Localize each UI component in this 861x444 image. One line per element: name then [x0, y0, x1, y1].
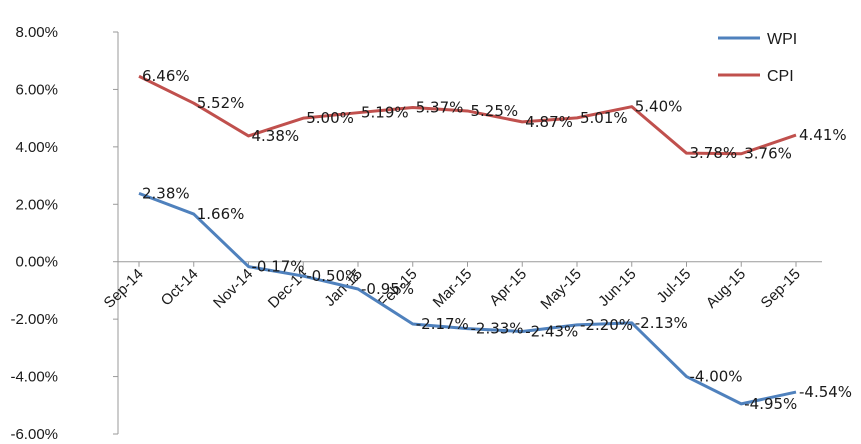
data-label-cpi: 6.46% [142, 67, 190, 85]
series-line-wpi [138, 191, 797, 406]
x-tick-label: Nov-14 [210, 266, 256, 312]
x-tick-label: Sep-14 [101, 266, 147, 312]
series-line-cpi [138, 74, 797, 156]
y-tick-label: 8.00% [15, 24, 58, 41]
y-axis: 8.00% 6.00% 4.00% 2.00% 0.00% -2.00% -4.00% -6.… [10, 24, 119, 443]
data-label-wpi: 1.66% [197, 205, 245, 223]
data-label-cpi: 5.01% [580, 109, 628, 127]
data-label-cpi: 5.25% [471, 102, 519, 120]
data-label-wpi: -4.00% [690, 368, 743, 386]
legend-label-wpi: WPI [767, 31, 797, 48]
data-label-wpi: -4.95% [744, 395, 797, 413]
data-label-wpi: -0.95% [361, 280, 414, 298]
data-label-cpi: 5.40% [635, 98, 683, 116]
data-labels: 2.38% 1.66% -0.17%-0.50%-0.95%-2.17% -2.33%… [142, 67, 852, 413]
x-axis: Sep-14 Oct-14 Nov-14 Dec-14 Jan-15 Feb-15 Mar-… [101, 261, 822, 313]
data-label-cpi: 5.37% [416, 99, 464, 117]
x-tick-label: Sep-15 [758, 266, 804, 312]
data-label-wpi: -2.20% [580, 316, 633, 334]
data-label-wpi: -2.13% [635, 314, 688, 332]
x-tick-label: Mar-15 [430, 266, 476, 312]
x-tick-label: Oct-14 [158, 266, 202, 310]
y-tick-label: -6.00% [10, 426, 58, 443]
data-label-cpi: 5.19% [361, 104, 409, 122]
y-tick-label: 6.00% [15, 81, 58, 98]
data-label-cpi: 4.87% [525, 113, 573, 131]
series-lines [138, 74, 797, 406]
data-label-wpi: -4.54% [799, 383, 852, 401]
data-label-wpi: -2.17% [416, 315, 469, 333]
y-tick-label: 2.00% [15, 196, 58, 213]
data-label-cpi: 3.76% [744, 145, 792, 163]
x-tick-label: Aug-15 [703, 266, 749, 312]
x-tick-label: Apr-15 [486, 266, 530, 310]
legend: WPI CPI [718, 31, 797, 85]
data-label-cpi: 4.38% [252, 127, 300, 145]
y-tick-label: 4.00% [15, 139, 58, 156]
data-label-wpi: 2.38% [142, 184, 190, 202]
legend-label-cpi: CPI [767, 68, 794, 85]
data-label-cpi: 5.00% [306, 109, 354, 127]
data-label-wpi: -0.50% [306, 267, 359, 285]
data-label-wpi: -2.43% [525, 322, 578, 340]
x-tick-label: Jun-15 [595, 266, 639, 310]
x-tick-label: May-15 [537, 266, 584, 313]
y-tick-label: -4.00% [10, 369, 58, 386]
x-tick-label: Jul-15 [653, 266, 694, 307]
y-tick-label: -2.00% [10, 311, 58, 328]
data-label-wpi: -0.17% [252, 258, 305, 276]
data-label-cpi: 5.52% [197, 94, 245, 112]
y-tick-label: 0.00% [15, 254, 58, 271]
data-label-wpi: -2.33% [471, 320, 524, 338]
data-label-cpi: 3.78% [690, 144, 738, 162]
data-label-cpi: 4.41% [799, 126, 847, 144]
